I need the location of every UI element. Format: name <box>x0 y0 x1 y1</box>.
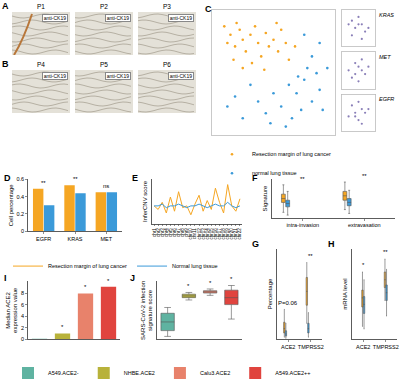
html-text:A: A <box>2 1 9 11</box>
svg-text:MET: MET <box>101 236 113 242</box>
html-text:anti-CK19: anti-CK19 <box>106 73 129 79</box>
svg-text:A549.ACE2++: A549.ACE2++ <box>275 370 310 376</box>
svg-text:Normal lung tissue: Normal lung tissue <box>172 263 218 269</box>
svg-text:KRAS: KRAS <box>68 236 83 242</box>
svg-text:Signature: Signature <box>263 185 269 211</box>
svg-text:chr8: chr8 <box>180 228 185 237</box>
svg-text:**: ** <box>362 173 367 179</box>
svg-text:Percentage: Percentage <box>268 278 274 309</box>
svg-text:ACE2: ACE2 <box>356 344 370 350</box>
svg-text:0: 0 <box>21 228 24 234</box>
svg-text:EGFR: EGFR <box>379 96 394 102</box>
svg-text:chr15: chr15 <box>209 228 214 240</box>
svg-text:H: H <box>328 239 335 249</box>
svg-text:SARS-CoV-2 infectionsignature: SARS-CoV-2 infectionsignature score <box>140 281 154 340</box>
svg-text:chr16: chr16 <box>213 228 218 240</box>
svg-text:TMPRSS2: TMPRSS2 <box>298 344 324 350</box>
svg-text:**: ** <box>73 176 78 182</box>
html-text:anti-CK19: anti-CK19 <box>169 15 192 21</box>
svg-text:**: ** <box>383 249 388 255</box>
svg-text:J: J <box>130 273 135 283</box>
svg-text:Calu3.ACE2: Calu3.ACE2 <box>200 370 230 376</box>
svg-text:E: E <box>132 173 138 183</box>
svg-text:*: * <box>230 276 233 282</box>
svg-text:chr19: chr19 <box>225 228 230 240</box>
svg-text:0.6: 0.6 <box>16 176 24 182</box>
svg-text:ns: ns <box>103 183 109 189</box>
svg-text:*: * <box>362 262 365 268</box>
svg-text:P=0.06: P=0.06 <box>278 300 298 306</box>
svg-text:MET: MET <box>379 54 391 60</box>
html-text:anti-CK19: anti-CK19 <box>106 15 129 21</box>
svg-text:chr17: chr17 <box>217 228 222 240</box>
svg-text:**: ** <box>300 176 305 182</box>
html-text:P2: P2 <box>100 3 108 10</box>
html-text:anti-CK19: anti-CK19 <box>43 73 66 79</box>
svg-text:normal lung tissue: normal lung tissue <box>252 170 297 176</box>
svg-text:A549.ACE2-: A549.ACE2- <box>48 370 79 376</box>
svg-text:chr10: chr10 <box>188 228 193 240</box>
svg-text:Cell percentage: Cell percentage <box>8 184 14 227</box>
svg-text:Median ACE2expression value: Median ACE2expression value <box>5 287 19 333</box>
svg-text:ACE2: ACE2 <box>281 344 295 350</box>
svg-text:KRAS: KRAS <box>379 12 394 18</box>
svg-text:chr7: chr7 <box>176 228 181 237</box>
svg-text:extravasation: extravasation <box>348 222 381 228</box>
svg-text:C: C <box>205 4 212 14</box>
html-text:P5: P5 <box>100 61 108 68</box>
svg-text:NHBE.ACE2: NHBE.ACE2 <box>124 370 155 376</box>
svg-text:**: ** <box>41 180 46 186</box>
svg-text:chr11: chr11 <box>192 228 197 239</box>
html-text:anti-CK19: anti-CK19 <box>169 73 192 79</box>
html-text:anti-CK19: anti-CK19 <box>43 15 66 21</box>
svg-text:chr18: chr18 <box>221 228 226 240</box>
svg-text:intra-invasion: intra-invasion <box>286 222 319 228</box>
svg-text:2: 2 <box>21 325 24 331</box>
svg-text:*: * <box>107 278 110 284</box>
svg-text:*: * <box>61 324 64 330</box>
svg-text:*: * <box>84 284 87 290</box>
svg-text:InferCNV score: InferCNV score <box>143 180 149 222</box>
svg-text:8: 8 <box>21 290 24 296</box>
svg-text:0: 0 <box>21 336 24 342</box>
svg-text:I: I <box>4 273 7 283</box>
svg-text:mRNA level: mRNA level <box>343 278 349 309</box>
svg-text:chr4: chr4 <box>164 228 169 237</box>
svg-text:4: 4 <box>21 313 24 319</box>
svg-text:chr9: chr9 <box>184 228 189 237</box>
svg-text:EGFR: EGFR <box>36 236 51 242</box>
svg-text:chr22: chr22 <box>237 228 242 240</box>
svg-text:0.4: 0.4 <box>16 194 24 200</box>
svg-text:**: ** <box>308 253 313 259</box>
svg-text:6: 6 <box>21 302 24 308</box>
svg-text:chr3: chr3 <box>160 228 165 237</box>
svg-text:F: F <box>252 173 258 183</box>
svg-text:G: G <box>252 239 259 249</box>
svg-text:chr21: chr21 <box>233 228 238 240</box>
svg-text:0.2: 0.2 <box>16 211 24 217</box>
svg-text:TMPRSS2: TMPRSS2 <box>373 344 399 350</box>
html-text:P6: P6 <box>163 61 171 68</box>
svg-text:Resection margin of lung cance: Resection margin of lung cancer <box>48 263 127 269</box>
svg-text:D: D <box>4 173 11 183</box>
svg-text:chr13: chr13 <box>201 228 206 240</box>
html-text:P4: P4 <box>37 61 45 68</box>
svg-text:chr2: chr2 <box>156 228 161 237</box>
svg-text:chr12: chr12 <box>197 228 202 240</box>
html-text:B: B <box>2 59 9 69</box>
html-text:P3: P3 <box>163 3 171 10</box>
svg-text:*: * <box>209 280 212 286</box>
svg-text:chr6: chr6 <box>172 228 177 237</box>
svg-text:chr5: chr5 <box>168 228 173 237</box>
svg-text:chr14: chr14 <box>205 228 210 240</box>
html-text:P1: P1 <box>37 3 45 10</box>
svg-text:chr1: chr1 <box>152 228 157 237</box>
svg-text:Resection margin of lung cance: Resection margin of lung cancer <box>252 151 331 157</box>
svg-text:*: * <box>187 283 190 289</box>
svg-text:chr20: chr20 <box>229 228 234 240</box>
